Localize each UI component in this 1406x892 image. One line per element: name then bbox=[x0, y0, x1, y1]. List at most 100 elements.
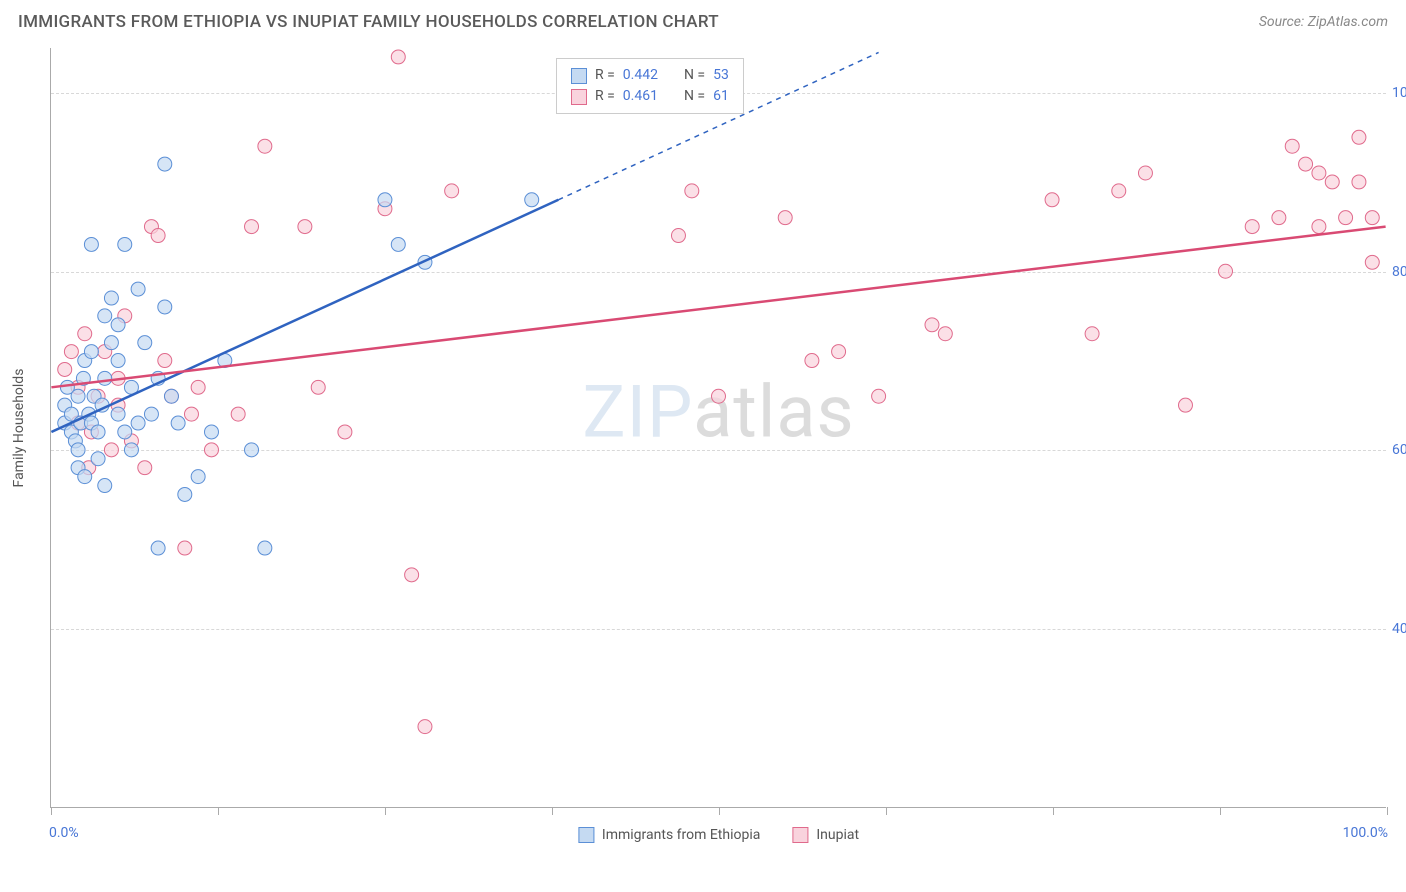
data-point bbox=[925, 318, 939, 332]
scatter-plot-svg bbox=[51, 48, 1386, 807]
data-point bbox=[204, 425, 218, 439]
data-point bbox=[151, 229, 165, 243]
chart-title: IMMIGRANTS FROM ETHIOPIA VS INUPIAT FAMI… bbox=[18, 12, 719, 32]
data-point bbox=[171, 416, 185, 430]
x-tick bbox=[719, 807, 720, 815]
legend-item-pink: Inupiat bbox=[792, 827, 859, 843]
swatch-pink-icon bbox=[792, 827, 808, 843]
data-point bbox=[104, 443, 118, 457]
data-point bbox=[78, 470, 92, 484]
swatch-pink-icon bbox=[571, 89, 587, 105]
data-point bbox=[311, 380, 325, 394]
data-point bbox=[178, 487, 192, 501]
x-tick bbox=[552, 807, 553, 815]
data-point bbox=[58, 362, 72, 376]
data-point bbox=[1285, 139, 1299, 153]
data-point bbox=[832, 345, 846, 359]
x-tick bbox=[1387, 807, 1388, 815]
data-point bbox=[872, 389, 886, 403]
data-point bbox=[184, 407, 198, 421]
data-point bbox=[91, 452, 105, 466]
data-point bbox=[158, 354, 172, 368]
data-point bbox=[1352, 130, 1366, 144]
data-point bbox=[131, 416, 145, 430]
data-point bbox=[525, 193, 539, 207]
data-point bbox=[1299, 157, 1313, 171]
data-point bbox=[118, 425, 132, 439]
data-point bbox=[1365, 255, 1379, 269]
data-point bbox=[164, 389, 178, 403]
data-point bbox=[1138, 166, 1152, 180]
data-point bbox=[391, 237, 405, 251]
data-point bbox=[258, 139, 272, 153]
x-tick bbox=[1220, 807, 1221, 815]
x-axis-min-label: 0.0% bbox=[49, 825, 79, 841]
data-point bbox=[124, 443, 138, 457]
stats-legend-row: R =0.442N =53 bbox=[571, 65, 729, 86]
data-point bbox=[1112, 184, 1126, 198]
x-tick bbox=[1053, 807, 1054, 815]
data-point bbox=[191, 380, 205, 394]
data-point bbox=[111, 407, 125, 421]
data-point bbox=[191, 470, 205, 484]
data-point bbox=[391, 50, 405, 64]
data-point bbox=[1219, 264, 1233, 278]
data-point bbox=[445, 184, 459, 198]
data-point bbox=[1365, 211, 1379, 225]
data-point bbox=[98, 479, 112, 493]
data-point bbox=[64, 345, 78, 359]
data-point bbox=[158, 300, 172, 314]
data-point bbox=[71, 443, 85, 457]
data-point bbox=[144, 407, 158, 421]
data-point bbox=[104, 336, 118, 350]
data-point bbox=[118, 237, 132, 251]
chart-plot-area: Family Households 40.0%60.0%80.0%100.0% … bbox=[50, 48, 1386, 808]
data-point bbox=[378, 193, 392, 207]
swatch-blue-icon bbox=[571, 68, 587, 84]
y-axis-label: Family Households bbox=[11, 368, 27, 487]
data-point bbox=[104, 291, 118, 305]
stats-legend-row: R =0.461N =61 bbox=[571, 86, 729, 107]
data-point bbox=[1178, 398, 1192, 412]
data-point bbox=[298, 220, 312, 234]
data-point bbox=[338, 425, 352, 439]
data-point bbox=[778, 211, 792, 225]
data-point bbox=[204, 443, 218, 457]
data-point bbox=[1352, 175, 1366, 189]
data-point bbox=[245, 443, 259, 457]
data-point bbox=[98, 371, 112, 385]
legend-item-blue: Immigrants from Ethiopia bbox=[578, 827, 760, 843]
y-tick-label: 60.0% bbox=[1392, 442, 1406, 458]
data-point bbox=[138, 336, 152, 350]
data-point bbox=[84, 345, 98, 359]
data-point bbox=[712, 389, 726, 403]
x-tick bbox=[51, 807, 52, 815]
data-point bbox=[1085, 327, 1099, 341]
x-tick bbox=[886, 807, 887, 815]
y-tick-label: 40.0% bbox=[1392, 621, 1406, 637]
data-point bbox=[98, 309, 112, 323]
swatch-blue-icon bbox=[578, 827, 594, 843]
data-point bbox=[111, 318, 125, 332]
series-legend: Immigrants from Ethiopia Inupiat bbox=[578, 827, 859, 843]
x-tick bbox=[385, 807, 386, 815]
data-point bbox=[1272, 211, 1286, 225]
data-point bbox=[151, 541, 165, 555]
data-point bbox=[131, 282, 145, 296]
data-point bbox=[1245, 220, 1259, 234]
data-point bbox=[1339, 211, 1353, 225]
data-point bbox=[71, 389, 85, 403]
data-point bbox=[158, 157, 172, 171]
data-point bbox=[685, 184, 699, 198]
data-point bbox=[805, 354, 819, 368]
data-point bbox=[178, 541, 192, 555]
stats-legend: R =0.442N =53R =0.461N =61 bbox=[556, 58, 744, 114]
y-tick-label: 100.0% bbox=[1392, 85, 1406, 101]
x-axis-max-label: 100.0% bbox=[1343, 825, 1388, 841]
data-point bbox=[938, 327, 952, 341]
data-point bbox=[78, 327, 92, 341]
data-point bbox=[258, 541, 272, 555]
data-point bbox=[405, 568, 419, 582]
data-point bbox=[111, 354, 125, 368]
data-point bbox=[138, 461, 152, 475]
